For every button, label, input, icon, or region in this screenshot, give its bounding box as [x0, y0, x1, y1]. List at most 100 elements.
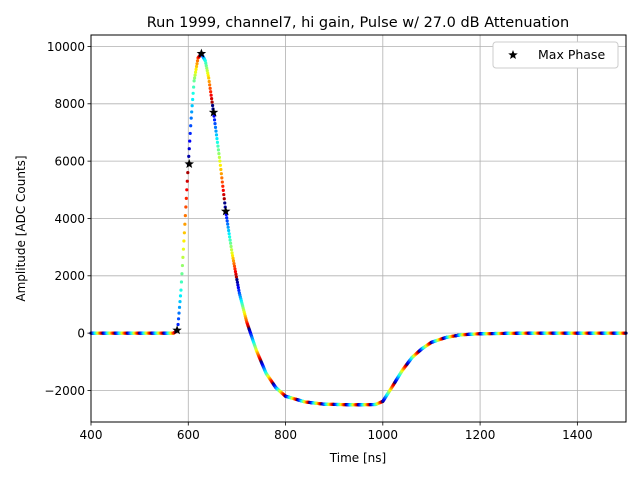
y-tick-label: 8000: [54, 97, 85, 111]
x-axis-ticks: 400 600 800 1000 1200 1400: [80, 422, 593, 442]
waveform-point: [236, 283, 240, 287]
waveform-point: [219, 172, 223, 176]
waveform-point: [232, 264, 237, 268]
waveform-point: [216, 148, 221, 152]
waveform-point: [230, 251, 234, 255]
waveform-point: [206, 73, 210, 78]
waveform-point: [226, 222, 230, 226]
waveform-point: [179, 280, 184, 284]
waveform-point: [208, 86, 212, 90]
waveform-point: [225, 219, 229, 223]
waveform-point: [191, 91, 195, 95]
waveform-point: [180, 272, 184, 276]
waveform-point: [207, 76, 211, 80]
waveform-point: [184, 205, 188, 209]
waveform-point: [191, 97, 195, 102]
waveform-point: [222, 197, 226, 201]
waveform-point: [178, 300, 182, 304]
x-tick-label: 800: [274, 428, 297, 442]
waveform-point: [189, 116, 193, 120]
waveform-point: [187, 147, 191, 151]
waveform-point: [186, 171, 190, 175]
waveform-series: [89, 52, 628, 407]
x-tick-label: 1400: [562, 428, 593, 442]
legend-star-marker: [508, 50, 518, 60]
waveform-point: [210, 103, 215, 108]
waveform-point: [222, 192, 226, 197]
max-phase-point: [172, 325, 182, 335]
waveform-point: [223, 201, 227, 205]
legend-label-max-phase: Max Phase: [538, 47, 605, 62]
waveform-point: [204, 64, 208, 68]
y-tick-label: −2000: [44, 384, 85, 398]
waveform-point: [229, 244, 233, 249]
waveform-point: [236, 286, 240, 290]
waveform-point: [214, 133, 219, 137]
waveform-point: [215, 137, 219, 141]
max-phase-point: [208, 107, 219, 117]
waveform-point: [192, 79, 196, 83]
waveform-point: [233, 270, 238, 274]
grid-lines: [90, 35, 626, 422]
waveform-point: [194, 64, 199, 69]
waveform-point: [232, 261, 236, 266]
waveform-point: [188, 139, 192, 143]
waveform-point: [212, 118, 217, 122]
waveform-point: [204, 61, 208, 65]
plot-frame: [90, 34, 627, 423]
waveform-point: [190, 110, 194, 114]
legend: Max Phase: [492, 41, 619, 69]
waveform-point: [226, 225, 230, 229]
waveform-point: [193, 70, 198, 74]
waveform-point: [221, 184, 225, 188]
waveform-point: [210, 97, 214, 101]
y-tick-label: 4000: [54, 212, 85, 226]
waveform-point: [183, 214, 187, 218]
waveform-point: [220, 176, 224, 180]
waveform-point: [193, 76, 197, 80]
waveform-point: [176, 322, 180, 327]
legend-box: [492, 41, 619, 69]
waveform-point: [210, 100, 214, 104]
y-axis-ticks: −2000 0 2000 4000 6000 8000 10000: [44, 40, 91, 398]
waveform-point: [234, 275, 239, 279]
waveform-point: [233, 267, 237, 271]
waveform-point: [217, 155, 221, 159]
max-phase-point: [220, 206, 231, 216]
max-phase-point: [196, 48, 207, 58]
waveform-point: [214, 129, 218, 133]
y-tick-label: 2000: [54, 269, 85, 283]
waveform-point: [218, 163, 222, 167]
waveform-point: [181, 247, 186, 251]
waveform-point: [185, 179, 189, 183]
chart-title: Run 1999, channel7, hi gain, Pulse w/ 27…: [147, 15, 570, 31]
waveform-point: [184, 196, 188, 200]
waveform-point: [177, 305, 182, 309]
waveform-point: [182, 239, 186, 243]
waveform-point: [203, 59, 207, 63]
waveform-point: [182, 231, 186, 235]
waveform-point: [231, 256, 235, 260]
waveform-point: [230, 253, 235, 258]
waveform-point: [229, 248, 234, 252]
waveform-point: [217, 152, 221, 156]
max-phase-point: [184, 159, 194, 169]
waveform-point: [209, 90, 213, 94]
waveform-point: [228, 241, 233, 245]
y-tick-label: 6000: [54, 154, 85, 168]
waveform-point: [205, 69, 209, 73]
max-phase-series: [172, 48, 231, 335]
waveform-point: [206, 71, 210, 75]
waveform-point: [218, 159, 222, 163]
waveform-point: [179, 288, 183, 292]
waveform-point: [228, 235, 232, 239]
waveform-point: [195, 59, 200, 63]
waveform-point: [185, 188, 189, 192]
waveform-point: [208, 83, 212, 87]
waveform-point: [228, 238, 232, 242]
waveform-point: [219, 167, 223, 172]
waveform-point: [193, 73, 197, 77]
waveform-point: [180, 263, 185, 268]
waveform-point: [235, 278, 239, 282]
